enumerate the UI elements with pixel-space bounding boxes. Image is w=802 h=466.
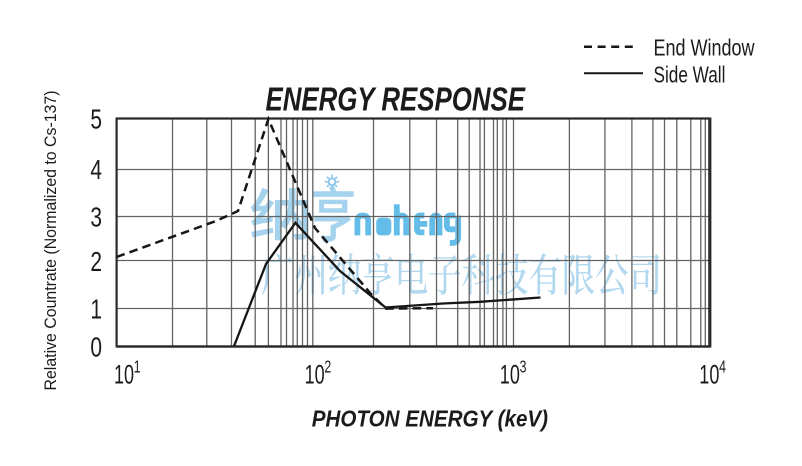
svg-text:4: 4	[90, 155, 102, 185]
svg-text:1: 1	[90, 295, 102, 325]
svg-text:10: 10	[114, 359, 134, 389]
svg-text:2: 2	[90, 247, 102, 277]
svg-text:2: 2	[324, 357, 331, 377]
svg-text:End Window: End Window	[654, 35, 755, 61]
svg-text:ENERGY RESPONSE: ENERGY RESPONSE	[266, 81, 526, 118]
svg-text:3: 3	[90, 203, 102, 233]
svg-text:Relative Countrate (Normalized: Relative Countrate (Normalized to Cs-137…	[42, 90, 61, 390]
svg-text:10: 10	[500, 359, 520, 389]
svg-text:4: 4	[719, 357, 726, 377]
svg-text:5: 5	[90, 105, 102, 135]
svg-text:10: 10	[699, 359, 719, 389]
svg-text:Side Wall: Side Wall	[654, 63, 726, 88]
svg-text:0: 0	[90, 333, 102, 363]
svg-text:10: 10	[305, 359, 325, 389]
svg-text:1: 1	[134, 357, 141, 377]
svg-text:3: 3	[520, 357, 527, 377]
svg-text:PHOTON ENERGY (keV): PHOTON ENERGY (keV)	[312, 405, 548, 432]
